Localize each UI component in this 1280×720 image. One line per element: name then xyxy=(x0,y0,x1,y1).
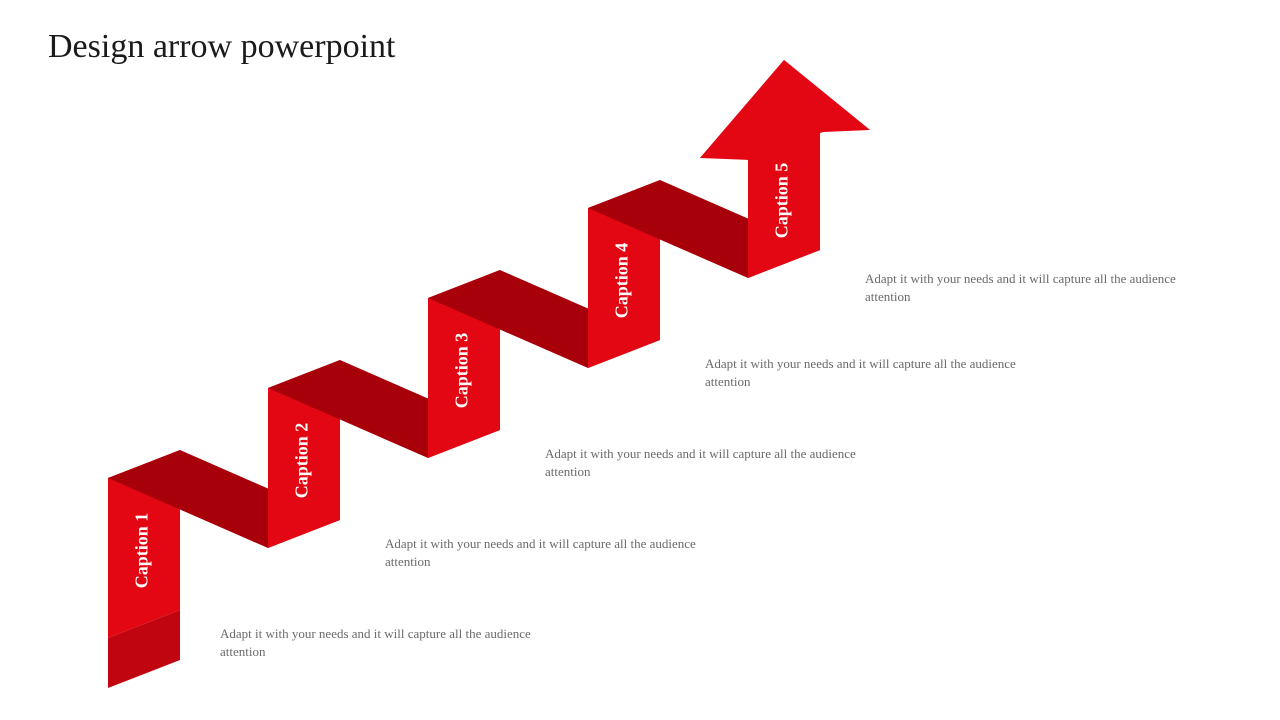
caption-label-1: Caption 1 xyxy=(132,491,153,611)
body-text-5: Adapt it with your needs and it will cap… xyxy=(865,270,1205,305)
body-text-3: Adapt it with your needs and it will cap… xyxy=(545,445,885,480)
zigzag-arrow-diagram xyxy=(0,0,1280,720)
caption-label-5: Caption 5 xyxy=(772,141,793,261)
caption-label-3: Caption 3 xyxy=(452,311,473,431)
body-text-1: Adapt it with your needs and it will cap… xyxy=(220,625,560,660)
caption-label-4: Caption 4 xyxy=(612,221,633,341)
body-text-4: Adapt it with your needs and it will cap… xyxy=(705,355,1045,390)
caption-label-2: Caption 2 xyxy=(292,401,313,521)
body-text-2: Adapt it with your needs and it will cap… xyxy=(385,535,725,570)
